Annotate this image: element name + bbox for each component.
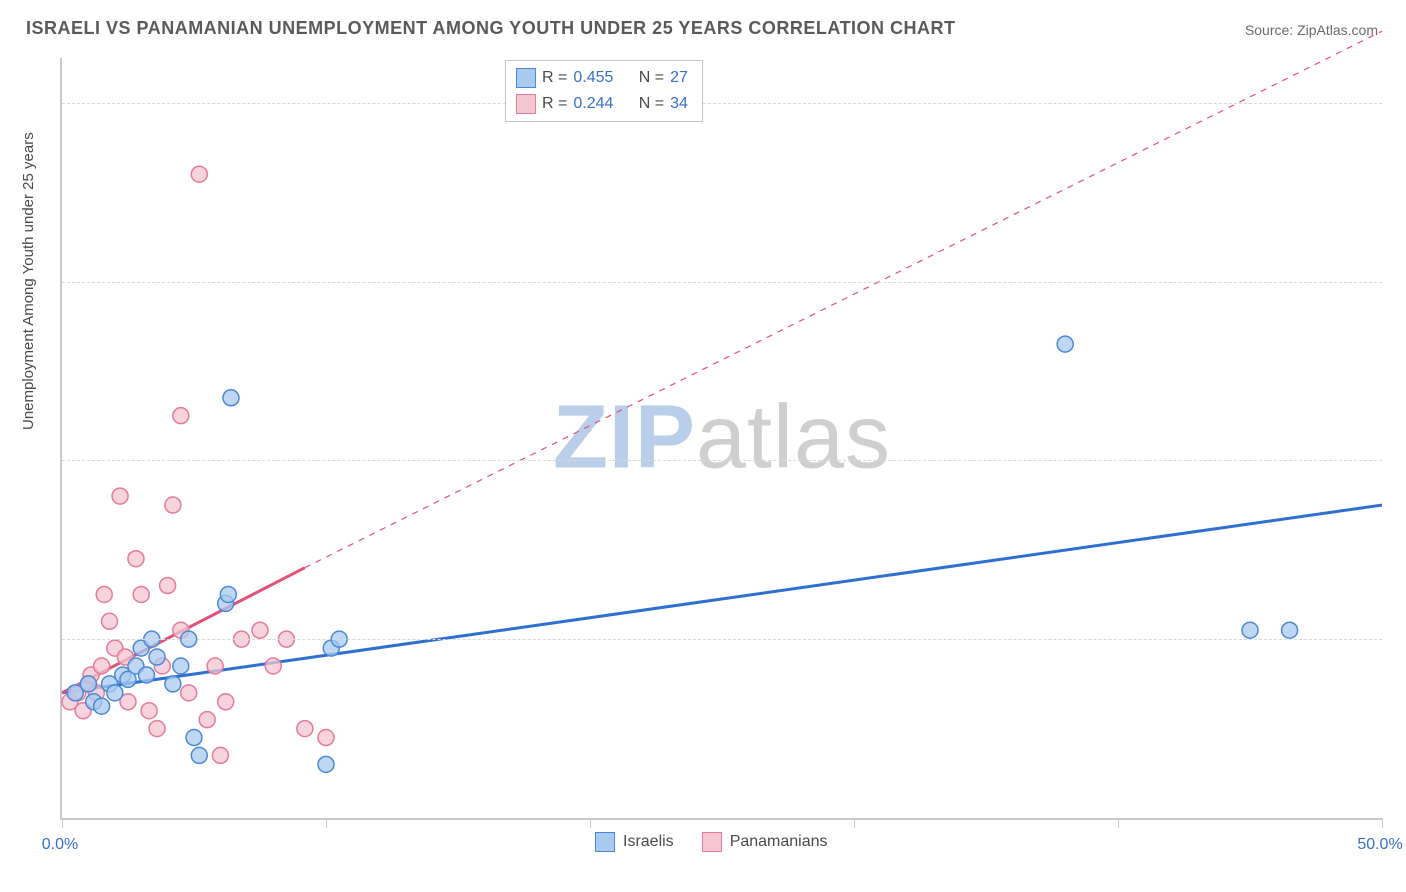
data-point-panamanian xyxy=(297,721,313,737)
data-point-panamanian xyxy=(96,586,112,602)
pink-swatch-icon xyxy=(702,832,722,852)
data-point-panamanian xyxy=(212,747,228,763)
data-point-panamanian xyxy=(160,578,176,594)
blue-swatch-icon xyxy=(595,832,615,852)
x-tick xyxy=(326,818,327,828)
data-point-panamanian xyxy=(265,658,281,674)
series-legend-item: Israelis xyxy=(595,832,674,852)
r-value: 0.455 xyxy=(573,69,613,87)
x-tick xyxy=(590,818,591,828)
data-point-israeli xyxy=(165,676,181,692)
data-point-panamanian xyxy=(199,712,215,728)
data-point-panamanian xyxy=(94,658,110,674)
r-label: R = xyxy=(542,69,567,87)
data-point-israeli xyxy=(1282,622,1298,638)
gridline xyxy=(62,282,1382,283)
source-attribution: Source: ZipAtlas.com xyxy=(1245,22,1378,38)
trend-line-panamanians-dash xyxy=(305,31,1382,567)
data-point-panamanian xyxy=(181,685,197,701)
data-point-israeli xyxy=(186,730,202,746)
gridline xyxy=(62,639,1382,640)
data-point-israeli xyxy=(138,667,154,683)
pink-swatch-icon xyxy=(516,94,536,114)
data-point-israeli xyxy=(173,658,189,674)
n-label: N = xyxy=(639,95,664,113)
y-tick-label: 80.0% xyxy=(1392,94,1406,112)
series-legend: Israelis Panamanians xyxy=(595,832,828,852)
y-axis-title: Unemployment Among Youth under 25 years xyxy=(20,132,37,430)
data-point-panamanian xyxy=(141,703,157,719)
series-legend-label: Panamanians xyxy=(730,833,828,851)
y-tick-label: 40.0% xyxy=(1392,451,1406,469)
data-point-israeli xyxy=(149,649,165,665)
correlation-legend-row: R = 0.455 N = 27 xyxy=(516,65,688,91)
data-point-israeli xyxy=(107,685,123,701)
series-legend-label: Israelis xyxy=(623,833,674,851)
data-point-israeli xyxy=(1057,336,1073,352)
x-tick xyxy=(62,818,63,828)
data-point-panamanian xyxy=(133,586,149,602)
blue-swatch-icon xyxy=(516,68,536,88)
n-value: 27 xyxy=(670,69,688,87)
data-point-panamanian xyxy=(173,408,189,424)
trend-line-israelis xyxy=(62,505,1382,693)
x-tick xyxy=(854,818,855,828)
data-point-panamanian xyxy=(191,166,207,182)
data-point-panamanian xyxy=(149,721,165,737)
data-point-israeli xyxy=(191,747,207,763)
correlation-legend-row: R = 0.244 N = 34 xyxy=(516,91,688,117)
x-tick-label: 50.0% xyxy=(1357,836,1402,854)
y-tick-label: 60.0% xyxy=(1392,273,1406,291)
plot-area: ZIPatlas 20.0%40.0%60.0%80.0% xyxy=(60,58,1382,820)
x-tick xyxy=(1118,818,1119,828)
data-point-panamanian xyxy=(318,730,334,746)
n-label: N = xyxy=(639,69,664,87)
n-value: 34 xyxy=(670,95,688,113)
y-tick-label: 20.0% xyxy=(1392,630,1406,648)
data-point-israeli xyxy=(1242,622,1258,638)
chart-container: ZIPatlas 20.0%40.0%60.0%80.0% xyxy=(60,58,1380,818)
r-value: 0.244 xyxy=(573,95,613,113)
data-point-israeli xyxy=(220,586,236,602)
scatter-plot-svg xyxy=(62,58,1382,818)
data-point-panamanian xyxy=(252,622,268,638)
gridline xyxy=(62,103,1382,104)
series-legend-item: Panamanians xyxy=(702,832,828,852)
data-point-panamanian xyxy=(218,694,234,710)
data-point-panamanian xyxy=(102,613,118,629)
x-tick-label: 0.0% xyxy=(42,836,78,854)
data-point-israeli xyxy=(94,698,110,714)
data-point-israeli xyxy=(223,390,239,406)
data-point-panamanian xyxy=(128,551,144,567)
data-point-israeli xyxy=(80,676,96,692)
r-label: R = xyxy=(542,95,567,113)
data-point-panamanian xyxy=(112,488,128,504)
chart-title: ISRAELI VS PANAMANIAN UNEMPLOYMENT AMONG… xyxy=(26,18,956,39)
data-point-israeli xyxy=(318,756,334,772)
data-point-panamanian xyxy=(207,658,223,674)
data-point-panamanian xyxy=(165,497,181,513)
gridline xyxy=(62,460,1382,461)
correlation-legend: R = 0.455 N = 27 R = 0.244 N = 34 xyxy=(505,60,703,122)
x-tick xyxy=(1382,818,1383,828)
